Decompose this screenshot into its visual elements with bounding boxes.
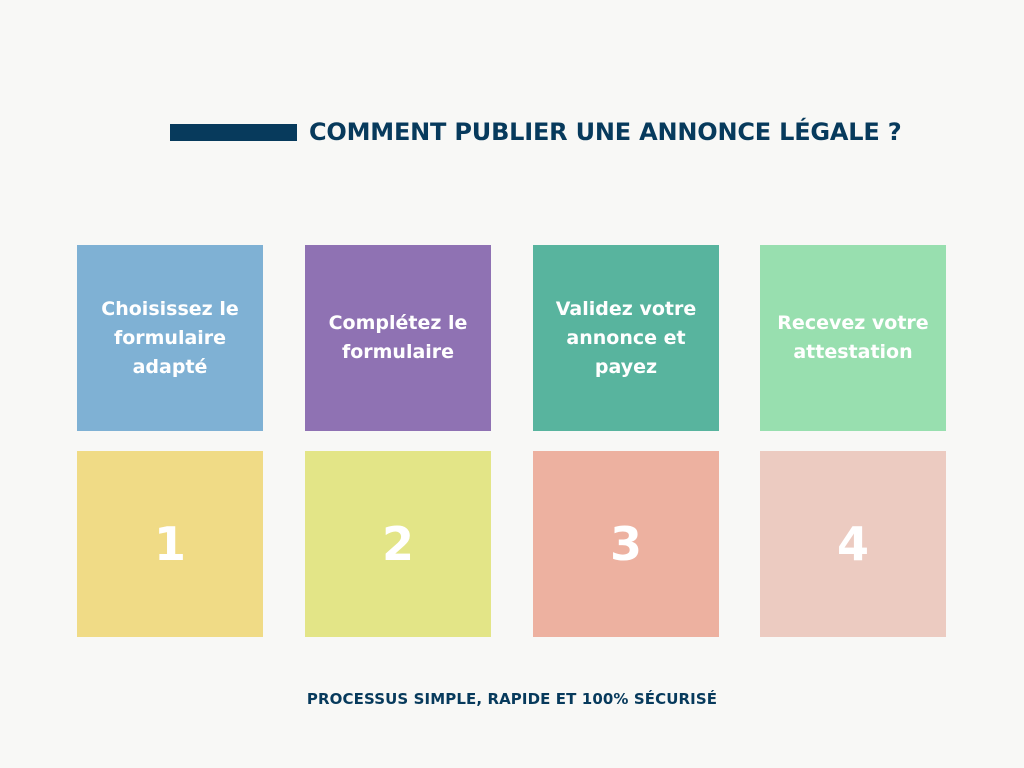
title-accent-bar <box>170 124 297 141</box>
step-1-label: Choisissez le formulaire adapté <box>101 297 239 378</box>
step-2-label: Complétez le formulaire <box>328 312 468 363</box>
footer-tagline: PROCESSUS SIMPLE, RAPIDE ET 100% SÉCURIS… <box>306 690 718 708</box>
step-1-number-box: 1 <box>77 451 263 637</box>
page-title: COMMENT PUBLIER UNE ANNONCE LÉGALE ? <box>309 118 902 146</box>
step-4-label-box: Recevez votre attestation <box>760 245 946 431</box>
step-3-number: 3 <box>609 517 642 571</box>
step-1-number: 1 <box>153 517 186 571</box>
step-2-number: 2 <box>381 517 414 571</box>
step-3-number-box: 3 <box>533 451 719 637</box>
step-3-label: Validez votre annonce et payez <box>555 297 697 378</box>
step-1-label-box: Choisissez le formulaire adapté <box>77 245 263 431</box>
step-4-label: Recevez votre attestation <box>777 312 929 363</box>
step-4-number-box: 4 <box>760 451 946 637</box>
step-2-label-box: Complétez le formulaire <box>305 245 491 431</box>
step-3-label-box: Validez votre annonce et payez <box>533 245 719 431</box>
step-4-number: 4 <box>836 517 869 571</box>
step-2-number-box: 2 <box>305 451 491 637</box>
